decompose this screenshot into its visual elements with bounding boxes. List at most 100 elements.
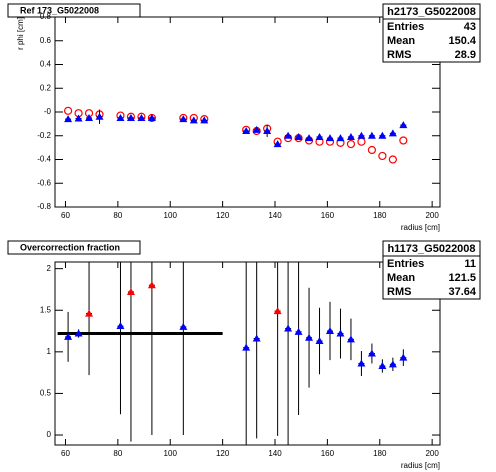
- stats-box: [382, 240, 481, 300]
- data-point: [273, 140, 282, 148]
- data-point: [346, 132, 355, 140]
- y-tick-label: 0: [47, 430, 52, 439]
- x-tick-label: 120: [216, 449, 230, 458]
- data-point: [252, 125, 261, 133]
- data-point: [116, 322, 125, 330]
- x-tick-label: 140: [268, 211, 282, 220]
- data-point: [388, 360, 397, 368]
- stats-label: RMS: [387, 49, 411, 61]
- stats-label: RMS: [387, 286, 411, 298]
- data-point: [252, 334, 261, 342]
- data-point: [294, 327, 303, 335]
- y-tick-label: 1: [47, 347, 52, 356]
- data-point: [305, 134, 314, 142]
- data-point: [63, 106, 73, 115]
- y-tick-label: 1.5: [40, 305, 52, 314]
- data-point: [388, 155, 397, 164]
- x-tick-label: 120: [216, 211, 230, 220]
- data-point: [189, 116, 198, 124]
- data-point: [357, 131, 366, 139]
- y-tick-label: 0.2: [40, 83, 52, 92]
- x-tick-label: 80: [113, 211, 122, 220]
- stats-name: h1173_G5022008: [387, 243, 475, 255]
- stats-value: 28.9: [455, 49, 476, 61]
- y-axis-label: r phi [cm]: [16, 17, 25, 50]
- y-tick-label: 0.4: [40, 60, 52, 69]
- data-point: [95, 112, 104, 120]
- y-tick-label: 2: [47, 264, 52, 273]
- data-point: [315, 132, 324, 140]
- stats-label: Entries: [387, 258, 424, 270]
- data-point: [85, 309, 94, 317]
- stats-label: Entries: [387, 21, 424, 33]
- stats-value: 43: [464, 21, 476, 33]
- data-point: [315, 337, 324, 345]
- data-point: [179, 115, 188, 123]
- x-tick-label: 80: [113, 449, 122, 458]
- data-point: [388, 129, 397, 137]
- plot-area: [63, 106, 408, 164]
- data-point: [64, 332, 73, 340]
- data-point: [179, 322, 188, 330]
- data-point: [346, 139, 356, 149]
- x-tick-label: 200: [425, 211, 439, 220]
- data-point: [242, 343, 251, 351]
- x-axis-label: radius [cm]: [401, 461, 440, 470]
- y-tick-label: 0.8: [40, 12, 52, 21]
- data-point: [326, 134, 334, 142]
- data-point: [399, 136, 408, 145]
- x-tick-label: 180: [373, 449, 387, 458]
- x-tick-label: 180: [373, 211, 387, 220]
- data-point: [378, 151, 387, 161]
- plot-area: [57, 262, 408, 445]
- data-point: [263, 127, 272, 134]
- data-point: [284, 324, 293, 332]
- data-point: [64, 115, 73, 123]
- data-point: [74, 114, 83, 122]
- data-point: [147, 281, 156, 289]
- y-tick-label: -0.2: [37, 131, 51, 140]
- stats-label: Mean: [387, 35, 415, 47]
- data-point: [336, 329, 345, 337]
- data-point: [200, 116, 209, 124]
- x-tick-label: 140: [268, 449, 282, 458]
- x-tick-label: 60: [61, 211, 70, 220]
- title-box: [7, 240, 141, 255]
- y-tick-label: -0.6: [37, 178, 51, 187]
- y-tick-label: -0: [44, 107, 52, 116]
- data-point: [273, 307, 282, 315]
- data-point: [137, 113, 146, 121]
- plot-frame: [54, 261, 441, 446]
- x-tick-label: 200: [425, 449, 439, 458]
- stats-label: Mean: [387, 272, 415, 284]
- data-point: [378, 361, 387, 369]
- data-point: [378, 131, 387, 139]
- stats-value: 37.64: [448, 286, 476, 298]
- data-point: [147, 113, 156, 121]
- data-point: [74, 329, 83, 337]
- data-point: [367, 349, 376, 357]
- title-box: [7, 3, 141, 18]
- data-point: [326, 327, 334, 335]
- data-point: [294, 132, 303, 140]
- stats-box: [382, 3, 481, 63]
- y-tick-label: -0.8: [37, 202, 51, 211]
- stats-value: 11: [464, 258, 476, 270]
- x-axis-label: radius [cm]: [401, 223, 440, 232]
- data-point: [367, 145, 377, 155]
- data-point: [367, 131, 376, 139]
- data-point: [85, 113, 94, 121]
- stats-value: 150.4: [448, 35, 476, 47]
- chart-title: Overcorrection fraction: [20, 242, 120, 252]
- data-point: [346, 335, 355, 343]
- x-tick-label: 160: [321, 211, 335, 220]
- x-tick-label: 100: [164, 211, 178, 220]
- data-point: [336, 134, 345, 142]
- x-tick-label: 100: [164, 449, 178, 458]
- y-tick-label: 0.6: [40, 36, 52, 45]
- data-point: [126, 287, 135, 295]
- data-point: [399, 353, 408, 361]
- data-point: [284, 131, 293, 139]
